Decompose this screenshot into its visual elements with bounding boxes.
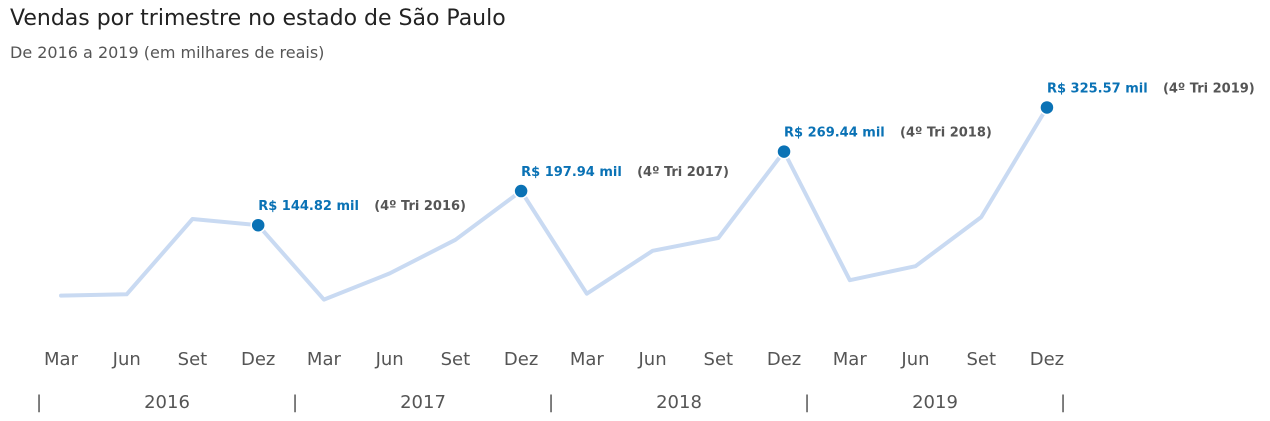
year-separator: | [36,392,42,413]
x-tick-label: Set [704,349,734,370]
data-label-value: R$ 325.57 mil [1047,81,1148,96]
data-label-quarter: (4º Tri 2018) [900,126,992,141]
x-tick-label: Jun [638,349,667,370]
data-point-marker [250,217,266,233]
year-label: 2017 [400,392,446,413]
x-tick-label: Jun [112,349,141,370]
data-point-marker [1039,99,1055,116]
year-label: 2019 [912,392,958,413]
chart-title: Vendas por trimestre no estado de São Pa… [10,6,506,31]
data-label-value: R$ 197.94 mil [521,165,622,180]
x-tick-label: Mar [44,349,79,370]
chart-subtitle: De 2016 a 2019 (em milhares de reais) [10,43,325,62]
data-label-value: R$ 269.44 mil [784,126,885,141]
x-tick-label: Mar [833,349,868,370]
x-tick-label: Mar [570,349,605,370]
series-line [59,105,1049,302]
year-separator: | [548,392,554,413]
data-label-quarter: (4º Tri 2016) [374,199,466,214]
x-tick-label: Jun [375,349,404,370]
year-separator: | [804,392,810,413]
x-tick-label: Dez [1030,349,1064,370]
x-tick-label: Set [441,349,471,370]
year-separator: | [292,392,298,413]
data-point-marker [513,183,529,199]
x-tick-label: Set [178,349,208,370]
data-label-value: R$ 144.82 mil [258,199,359,214]
data-label-quarter: (4º Tri 2017) [637,165,729,180]
x-tick-label: Dez [504,349,538,370]
data-label-quarter: (4º Tri 2019) [1163,81,1255,96]
year-label: 2016 [144,392,190,413]
x-tick-label: Set [966,349,996,370]
year-separator: | [1060,392,1066,413]
x-tick-label: Mar [307,349,342,370]
data-point-marker [776,143,792,160]
year-label: 2018 [656,392,702,413]
x-tick-label: Dez [241,349,275,370]
x-tick-label: Jun [900,349,929,370]
x-tick-label: Dez [767,349,801,370]
